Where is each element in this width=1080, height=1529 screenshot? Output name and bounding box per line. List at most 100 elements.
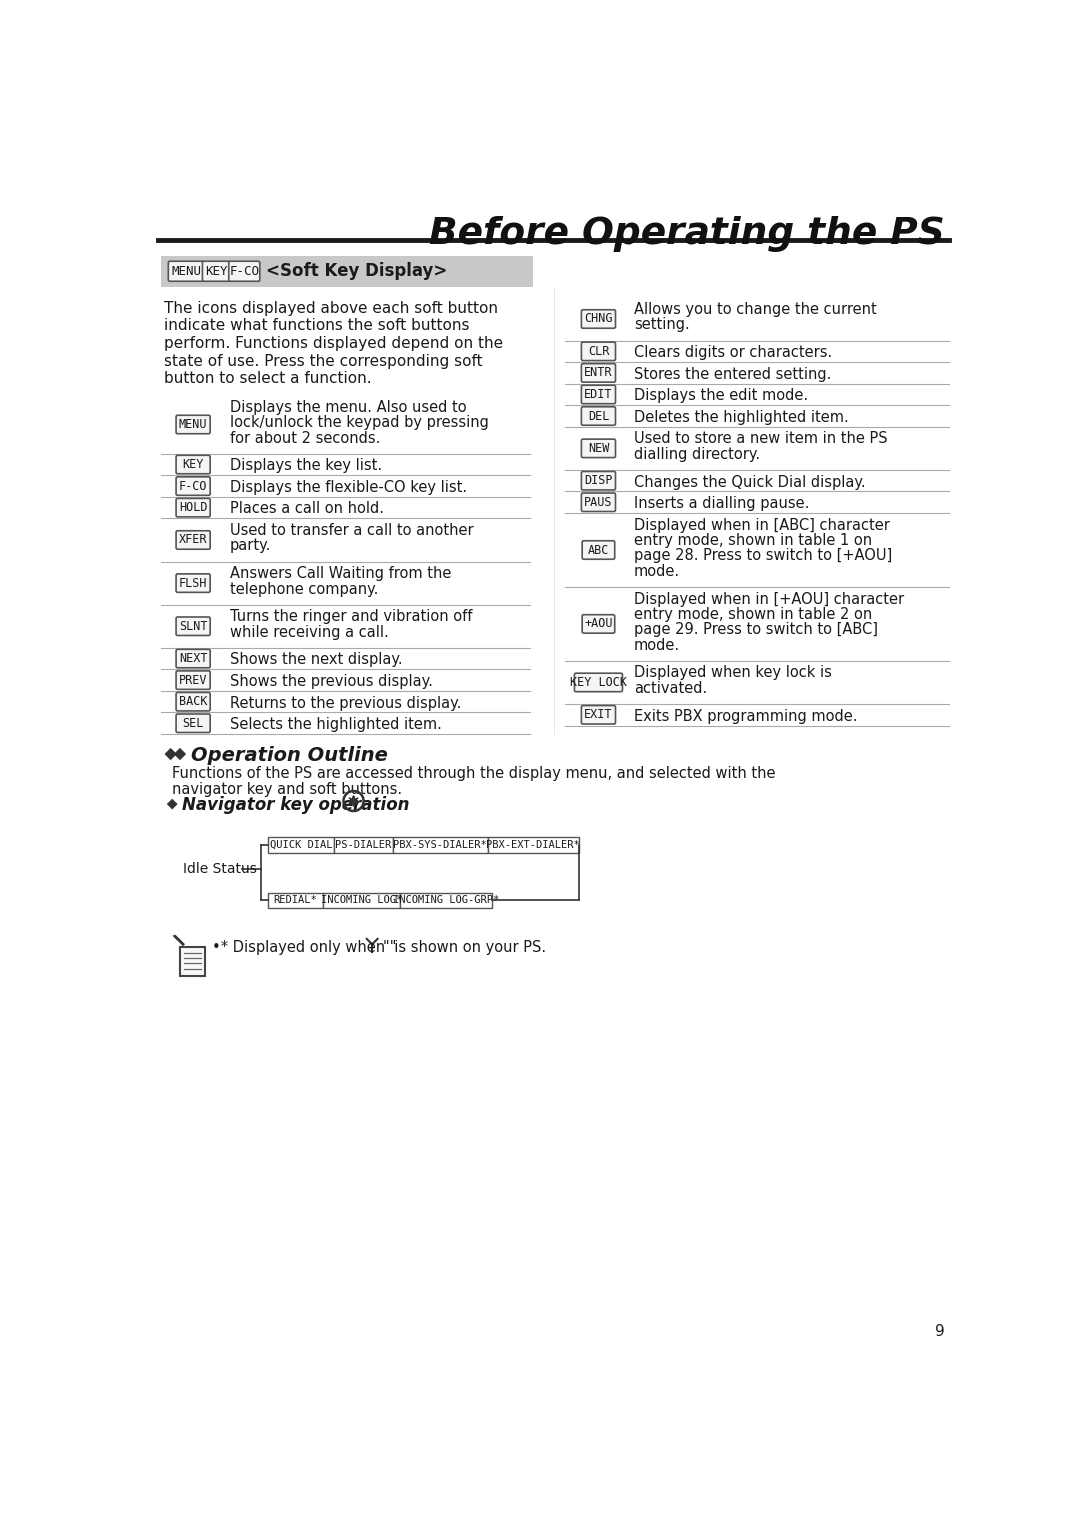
FancyBboxPatch shape xyxy=(393,838,488,853)
Text: telephone company.: telephone company. xyxy=(230,581,378,596)
Text: +AOU: +AOU xyxy=(584,618,612,630)
FancyBboxPatch shape xyxy=(176,573,211,592)
Text: page 28. Press to switch to [+AOU]: page 28. Press to switch to [+AOU] xyxy=(634,549,892,564)
Text: Selects the highlighted item.: Selects the highlighted item. xyxy=(230,717,442,732)
FancyBboxPatch shape xyxy=(176,671,211,690)
Polygon shape xyxy=(180,946,205,976)
FancyBboxPatch shape xyxy=(581,385,616,404)
Text: button to select a function.: button to select a function. xyxy=(164,372,373,387)
FancyBboxPatch shape xyxy=(581,492,616,512)
Text: Displayed when in [+AOU] character: Displayed when in [+AOU] character xyxy=(634,592,904,607)
Text: QUICK DIAL: QUICK DIAL xyxy=(270,839,333,850)
Text: 9: 9 xyxy=(935,1324,945,1339)
FancyBboxPatch shape xyxy=(176,416,211,434)
Text: ABC: ABC xyxy=(588,543,609,557)
FancyBboxPatch shape xyxy=(176,498,211,517)
Text: CHNG: CHNG xyxy=(584,312,612,326)
Text: FLSH: FLSH xyxy=(179,576,207,590)
Text: Stores the entered setting.: Stores the entered setting. xyxy=(634,367,832,382)
Text: KEY: KEY xyxy=(183,459,204,471)
Text: " is shown on your PS.: " is shown on your PS. xyxy=(383,940,546,956)
Text: state of use. Press the corresponding soft: state of use. Press the corresponding so… xyxy=(164,353,483,368)
FancyBboxPatch shape xyxy=(323,893,400,908)
Text: •* Displayed only when ": •* Displayed only when " xyxy=(213,940,396,956)
FancyBboxPatch shape xyxy=(168,261,204,281)
Text: KEY LOCK: KEY LOCK xyxy=(570,676,627,690)
FancyBboxPatch shape xyxy=(268,838,334,853)
Text: MENU: MENU xyxy=(179,417,207,431)
Text: Exits PBX programming mode.: Exits PBX programming mode. xyxy=(634,708,858,723)
Text: perform. Functions displayed depend on the: perform. Functions displayed depend on t… xyxy=(164,336,503,352)
FancyBboxPatch shape xyxy=(176,618,211,636)
FancyBboxPatch shape xyxy=(581,439,616,457)
FancyBboxPatch shape xyxy=(575,673,622,691)
Text: Turns the ringer and vibration off: Turns the ringer and vibration off xyxy=(230,609,472,624)
FancyBboxPatch shape xyxy=(268,893,323,908)
Text: Navigator key operation: Navigator key operation xyxy=(181,797,409,815)
Polygon shape xyxy=(174,748,186,760)
Text: XFER: XFER xyxy=(179,534,207,546)
Text: Used to store a new item in the PS: Used to store a new item in the PS xyxy=(634,431,888,446)
Polygon shape xyxy=(164,748,177,760)
Text: setting.: setting. xyxy=(634,318,690,332)
Text: INCOMING LOG*: INCOMING LOG* xyxy=(321,896,402,905)
Text: entry mode, shown in table 2 on: entry mode, shown in table 2 on xyxy=(634,607,873,622)
Text: Displayed when in [ABC] character: Displayed when in [ABC] character xyxy=(634,518,890,532)
Text: DISP: DISP xyxy=(584,474,612,488)
FancyBboxPatch shape xyxy=(581,407,616,425)
Text: Used to transfer a call to another: Used to transfer a call to another xyxy=(230,523,473,538)
Text: <Soft Key Display>: <Soft Key Display> xyxy=(266,263,447,280)
FancyBboxPatch shape xyxy=(400,893,491,908)
Text: PBX-EXT-DIALER*: PBX-EXT-DIALER* xyxy=(486,839,580,850)
Text: Clears digits or characters.: Clears digits or characters. xyxy=(634,346,833,361)
Text: lock/unlock the keypad by pressing: lock/unlock the keypad by pressing xyxy=(230,416,488,430)
Text: SLNT: SLNT xyxy=(179,619,207,633)
Text: The icons displayed above each soft button: The icons displayed above each soft butt… xyxy=(164,301,499,315)
Text: mode.: mode. xyxy=(634,564,680,579)
Text: ENTR: ENTR xyxy=(584,367,612,379)
Text: for about 2 seconds.: for about 2 seconds. xyxy=(230,431,380,445)
Text: CLR: CLR xyxy=(588,346,609,358)
Text: EDIT: EDIT xyxy=(584,388,612,401)
Text: F-CO: F-CO xyxy=(179,480,207,492)
Text: Deletes the highlighted item.: Deletes the highlighted item. xyxy=(634,410,849,425)
Text: BACK: BACK xyxy=(179,696,207,708)
Text: Idle Status: Idle Status xyxy=(183,862,257,876)
FancyBboxPatch shape xyxy=(581,342,616,361)
Text: Displays the flexible-CO key list.: Displays the flexible-CO key list. xyxy=(230,480,467,495)
Text: NEW: NEW xyxy=(588,442,609,454)
Text: indicate what functions the soft buttons: indicate what functions the soft buttons xyxy=(164,318,470,333)
Text: Shows the previous display.: Shows the previous display. xyxy=(230,674,432,690)
Text: Places a call on hold.: Places a call on hold. xyxy=(230,502,383,517)
Text: EXIT: EXIT xyxy=(584,708,612,722)
Text: F-CO: F-CO xyxy=(229,265,259,278)
FancyBboxPatch shape xyxy=(582,541,615,560)
Text: PAUS: PAUS xyxy=(584,495,612,509)
Text: Returns to the previous display.: Returns to the previous display. xyxy=(230,696,461,711)
FancyBboxPatch shape xyxy=(488,838,579,853)
Text: navigator key and soft buttons.: navigator key and soft buttons. xyxy=(172,781,403,797)
FancyBboxPatch shape xyxy=(581,471,616,489)
Text: dialling directory.: dialling directory. xyxy=(634,446,760,462)
FancyBboxPatch shape xyxy=(229,261,260,281)
Text: MENU: MENU xyxy=(171,265,201,278)
FancyBboxPatch shape xyxy=(582,615,615,633)
FancyBboxPatch shape xyxy=(176,477,211,495)
Text: Operation Outline: Operation Outline xyxy=(191,746,388,766)
Text: Allows you to change the current: Allows you to change the current xyxy=(634,303,877,317)
Text: Displays the edit mode.: Displays the edit mode. xyxy=(634,388,808,404)
Text: Before Operating the PS: Before Operating the PS xyxy=(429,216,945,252)
FancyBboxPatch shape xyxy=(176,650,211,668)
FancyBboxPatch shape xyxy=(581,310,616,329)
Text: Displays the key list.: Displays the key list. xyxy=(230,459,381,474)
FancyBboxPatch shape xyxy=(176,693,211,711)
Text: PS-DIALER: PS-DIALER xyxy=(336,839,392,850)
Text: KEY: KEY xyxy=(205,265,228,278)
Text: INCOMING LOG-GRP*: INCOMING LOG-GRP* xyxy=(393,896,499,905)
FancyBboxPatch shape xyxy=(202,261,230,281)
Text: NEXT: NEXT xyxy=(179,651,207,665)
FancyBboxPatch shape xyxy=(176,456,211,474)
Text: Displayed when key lock is: Displayed when key lock is xyxy=(634,665,832,680)
Text: PBX-SYS-DIALER*: PBX-SYS-DIALER* xyxy=(393,839,487,850)
Text: Displays the menu. Also used to: Displays the menu. Also used to xyxy=(230,401,467,414)
